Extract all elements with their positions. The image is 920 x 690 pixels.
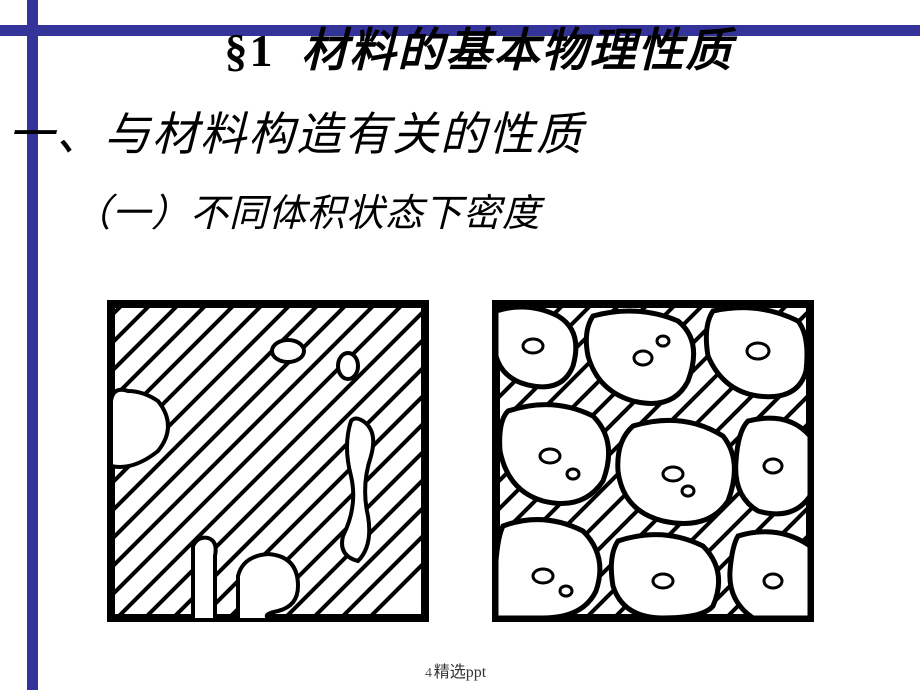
heading2-text: 不同体积状态下密度 — [190, 193, 541, 235]
section-number: 1 — [250, 25, 275, 76]
slide-content: §1 材料的基本物理性质 一、与材料构造有关的性质 （一）不同体积状态下密度 — [38, 36, 920, 690]
diagram-dense-material — [103, 296, 433, 626]
heading1-number: 一、 — [8, 109, 104, 160]
footer-text: 精选ppt — [0, 658, 920, 682]
diagram-porous-material — [488, 296, 818, 626]
section-symbol: § — [225, 25, 250, 76]
heading-level-2: （一）不同体积状态下密度 — [73, 182, 920, 237]
heading2-number: （一） — [73, 193, 190, 235]
title-text: 材料的基本物理性质 — [302, 25, 734, 76]
diagram-container — [103, 296, 818, 626]
heading1-text: 与材料构造有关的性质 — [104, 109, 584, 160]
slide-title: §1 材料的基本物理性质 — [38, 14, 920, 80]
heading-level-1: 一、与材料构造有关的性质 — [8, 98, 920, 164]
